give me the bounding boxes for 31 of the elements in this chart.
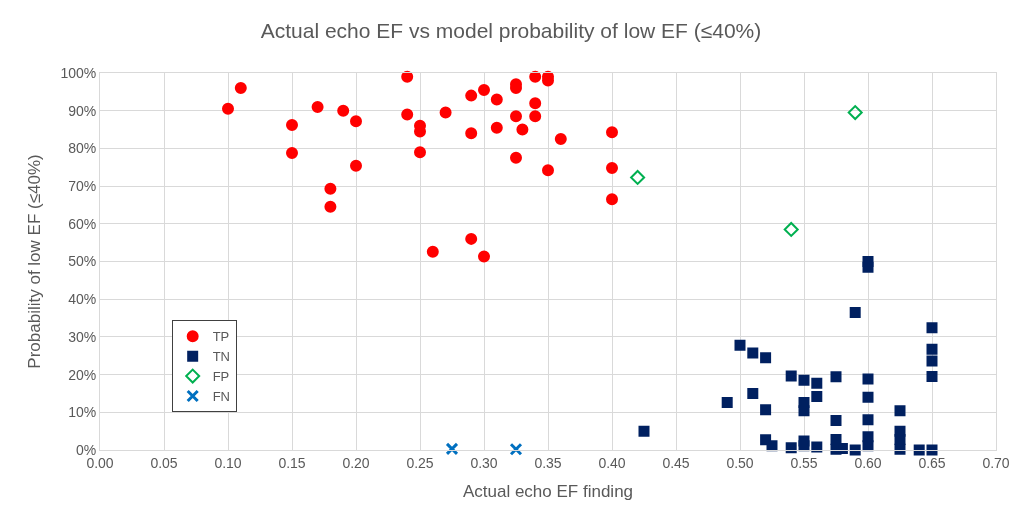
- y-tick-label: 40%: [68, 291, 97, 308]
- x-tick-label: 0.20: [342, 454, 370, 471]
- x-tick-label: 0.25: [406, 454, 434, 471]
- x-tick-label: 0.60: [854, 454, 882, 471]
- legend-label: FP: [212, 369, 230, 385]
- y-tick-label: 90%: [68, 102, 97, 119]
- x-axis-title: Actual echo EF finding: [462, 482, 634, 502]
- y-tick-label: 30%: [68, 328, 97, 345]
- y-tick-label: 80%: [68, 140, 97, 157]
- x-tick-label: 0.10: [214, 454, 242, 471]
- x-tick-label: 0.30: [470, 454, 498, 471]
- legend-label: TP: [212, 329, 230, 345]
- x-tick-label: 0.55: [790, 454, 818, 471]
- chart-title: Actual echo EF vs model probability of low EF (≤40%): [260, 19, 762, 43]
- x-tick-label: 0.35: [534, 454, 562, 471]
- legend-label: FN: [212, 389, 231, 405]
- x-tick-label: 0.70: [982, 454, 1010, 471]
- legend-label: TN: [212, 349, 231, 365]
- x-tick-label: 0.50: [726, 454, 754, 471]
- x-tick-label: 0.65: [918, 454, 946, 471]
- x-tick-label: 0.15: [278, 454, 306, 471]
- y-tick-label: 60%: [68, 215, 97, 232]
- y-axis-title: Probability of low EF (≤40%): [24, 154, 44, 369]
- x-tick-label: 0.05: [150, 454, 178, 471]
- y-tick-label: 100%: [60, 64, 97, 81]
- y-tick-label: 50%: [68, 253, 97, 270]
- x-tick-label: 0.40: [598, 454, 626, 471]
- y-tick-label: 10%: [68, 404, 97, 421]
- y-tick-label: 70%: [68, 178, 97, 194]
- y-tick-label: 20%: [68, 366, 97, 383]
- x-tick-label: 0.45: [662, 454, 690, 471]
